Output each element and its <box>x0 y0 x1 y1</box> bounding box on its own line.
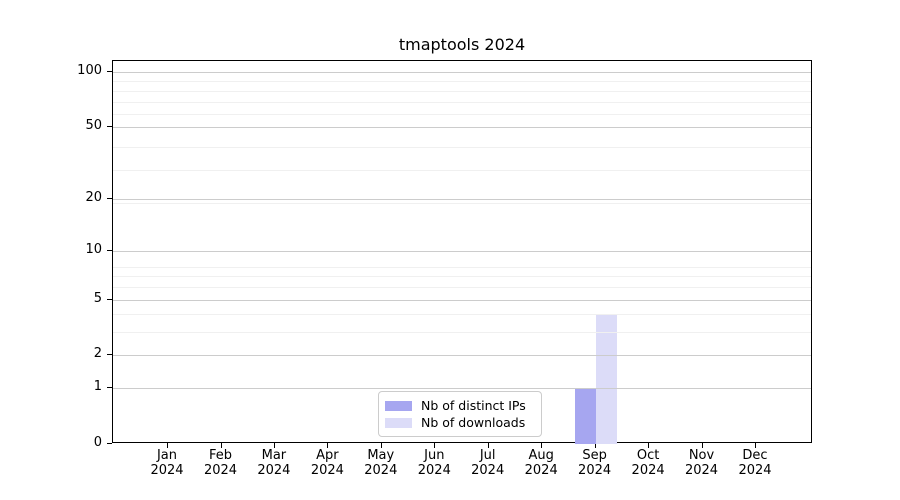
gridline-minor <box>113 276 811 278</box>
y-tick-label-10: 10 <box>85 241 102 257</box>
legend-label-downloads: Nb of downloads <box>421 415 526 430</box>
legend-swatch-downloads <box>385 417 412 428</box>
y-tick-0 <box>107 443 112 444</box>
gridline-major-50 <box>113 127 811 129</box>
y-tick-2 <box>107 354 112 356</box>
x-tick-label-jan: Jan 2024 <box>150 448 184 478</box>
x-tick-label-oct: Oct 2024 <box>631 448 665 478</box>
y-tick-label-20: 20 <box>85 189 102 205</box>
x-tick-sep <box>594 443 596 448</box>
gridline-minor <box>113 202 811 204</box>
x-tick-jun <box>434 443 436 448</box>
gridline-major-1 <box>113 388 811 390</box>
gridline-major-100 <box>113 72 811 73</box>
y-tick-20 <box>107 197 112 199</box>
gridline-major-2 <box>113 355 811 357</box>
y-tick-1 <box>107 387 112 389</box>
y-tick-10 <box>107 249 112 251</box>
bar-nb-of-distinct-ips-sep <box>574 388 596 444</box>
gridline-major-10 <box>113 250 811 252</box>
y-tick-label-0: 0 <box>93 435 102 450</box>
bar-nb-of-downloads-sep <box>595 314 617 444</box>
y-tick-50 <box>107 126 112 128</box>
gridline-minor <box>113 169 811 171</box>
gridline-minor <box>113 90 811 92</box>
x-tick-label-mar: Mar 2024 <box>257 448 291 478</box>
chart-title: tmaptools 2024 <box>398 35 526 54</box>
x-tick-jul <box>487 443 489 448</box>
x-tick-mar <box>273 443 275 448</box>
gridline-minor <box>113 114 811 115</box>
x-tick-jan <box>167 443 168 448</box>
gridline-minor <box>113 314 811 316</box>
x-tick-label-jun: Jun 2024 <box>417 448 451 478</box>
x-tick-label-sep: Sep 2024 <box>578 448 612 478</box>
y-tick-100 <box>107 71 112 72</box>
x-tick-dec <box>755 443 756 448</box>
legend-item-distinct-ips: Nb of distinct IPs <box>385 397 533 414</box>
x-tick-label-dec: Dec 2024 <box>738 448 772 478</box>
y-tick-label-100: 100 <box>77 63 102 78</box>
y-tick-label-2: 2 <box>93 346 102 362</box>
x-tick-aug <box>541 443 543 448</box>
x-tick-label-feb: Feb 2024 <box>203 448 238 478</box>
x-tick-label-may: May 2024 <box>364 448 398 478</box>
gridline-major-20 <box>113 198 811 200</box>
legend: Nb of distinct IPs Nb of downloads <box>378 391 542 437</box>
x-tick-may <box>380 443 382 448</box>
x-tick-label-nov: Nov 2024 <box>684 448 719 478</box>
gridline-minor <box>113 81 811 83</box>
y-tick-label-5: 5 <box>93 290 102 306</box>
x-tick-feb <box>220 443 222 448</box>
x-tick-apr <box>327 443 329 448</box>
legend-label-distinct-ips: Nb of distinct IPs <box>421 398 526 413</box>
legend-swatch-distinct-ips <box>385 400 412 411</box>
x-tick-nov <box>701 443 703 448</box>
x-tick-oct <box>648 443 650 448</box>
gridline-minor <box>113 101 811 103</box>
legend-item-downloads: Nb of downloads <box>385 414 533 431</box>
gridline-minor <box>113 146 811 148</box>
x-tick-label-jul: Jul 2024 <box>471 448 505 478</box>
x-tick-label-apr: Apr 2024 <box>310 448 344 478</box>
x-tick-label-aug: Aug 2024 <box>524 448 558 478</box>
y-tick-label-50: 50 <box>85 118 102 134</box>
gridline-major-5 <box>113 299 811 301</box>
y-tick-5 <box>107 298 112 300</box>
gridline-minor <box>113 287 811 289</box>
y-tick-label-1: 1 <box>93 379 102 395</box>
gridline-minor <box>113 332 811 334</box>
gridline-minor <box>113 266 811 268</box>
plot-area <box>112 60 812 444</box>
